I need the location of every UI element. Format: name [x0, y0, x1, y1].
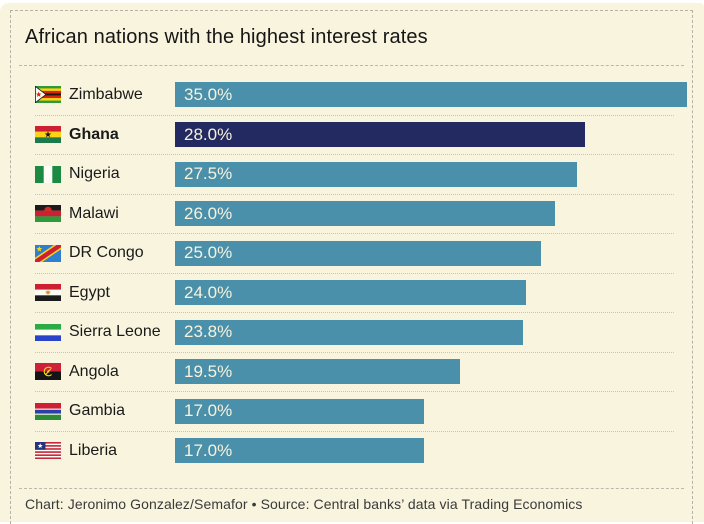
bar-row-sierra-leone: Sierra Leone 23.8%: [35, 312, 674, 352]
value-bar: 19.5%: [175, 359, 461, 385]
country-label: Egypt: [69, 283, 110, 301]
value-label: 17.0%: [184, 440, 233, 460]
bar-row-malawi: Malawi 26.0%: [35, 193, 674, 234]
bar-track: 23.8%: [175, 319, 687, 345]
bar-track: 24.0%: [175, 280, 687, 306]
dashed-frame: African nations with the highest interes…: [10, 10, 693, 524]
bar-rows: Zimbabwe 35.0% Ghana 28.0% Nigeria 27.5% Malaw…: [35, 66, 687, 471]
value-label: 35.0%: [184, 84, 233, 104]
zimbabwe-flag-icon: [35, 86, 61, 104]
chart-title: African nations with the highest interes…: [25, 26, 428, 48]
country-label: Gambia: [69, 402, 126, 420]
country-label: DR Congo: [69, 244, 144, 262]
value-label: 23.8%: [184, 322, 233, 342]
value-bar: 25.0%: [175, 240, 541, 266]
value-bar: 28.0%: [175, 122, 585, 148]
bar-row-ghana: Ghana 28.0%: [35, 114, 674, 155]
value-bar: 17.0%: [175, 398, 424, 424]
bar-row-gambia: Gambia 17.0%: [35, 391, 674, 431]
bar-row-egypt: Egypt 24.0%: [35, 272, 674, 313]
value-bar: 24.0%: [175, 280, 527, 306]
value-label: 28.0%: [184, 124, 233, 144]
bar-row-liberia: Liberia 17.0%: [35, 430, 674, 471]
value-bar: 35.0%: [175, 82, 687, 108]
bar-track: 19.5%: [175, 359, 687, 385]
title-separator: [19, 65, 684, 66]
bar-track: 35.0%: [175, 82, 687, 108]
bar-row-nigeria: Nigeria 27.5%: [35, 154, 674, 194]
bar-row-zimbabwe: Zimbabwe 35.0%: [35, 75, 687, 115]
bar-track: 25.0%: [175, 240, 687, 266]
bar-track: 17.0%: [175, 398, 687, 424]
value-bar: 26.0%: [175, 201, 556, 227]
chart-card: African nations with the highest interes…: [0, 3, 704, 524]
angola-flag-icon: [35, 363, 61, 381]
nigeria-flag-icon: [35, 165, 61, 183]
bar-track: 26.0%: [175, 201, 687, 227]
malawi-flag-icon: [35, 205, 61, 223]
footer-separator: [19, 488, 684, 489]
bar-row-dr-congo: DR Congo 25.0%: [35, 233, 674, 273]
bar-row-angola: Angola 19.5%: [35, 351, 674, 392]
country-label: Nigeria: [69, 165, 120, 183]
chart-credit: Chart: Jeronimo Gonzalez/Semafor • Sourc…: [25, 496, 583, 512]
value-label: 25.0%: [184, 243, 233, 263]
gambia-flag-icon: [35, 402, 61, 420]
liberia-flag-icon: [35, 442, 61, 460]
value-label: 17.0%: [184, 401, 233, 421]
bar-track: 27.5%: [175, 161, 687, 187]
value-label: 19.5%: [184, 361, 233, 381]
bar-track: 28.0%: [175, 122, 687, 148]
country-label: Ghana: [69, 125, 119, 143]
value-label: 24.0%: [184, 282, 233, 302]
country-label: Liberia: [69, 441, 118, 459]
country-label: Sierra Leone: [69, 323, 161, 341]
sierra-leone-flag-icon: [35, 323, 61, 341]
value-bar: 27.5%: [175, 161, 578, 187]
egypt-flag-icon: [35, 284, 61, 302]
country-label: Angola: [69, 362, 119, 380]
dr-congo-flag-icon: [35, 244, 61, 262]
value-label: 27.5%: [184, 164, 233, 184]
value-bar: 17.0%: [175, 438, 424, 464]
value-label: 26.0%: [184, 203, 233, 223]
country-label: Zimbabwe: [69, 85, 143, 103]
ghana-flag-icon: [35, 126, 61, 144]
country-label: Malawi: [69, 204, 119, 222]
value-bar: 23.8%: [175, 319, 524, 345]
bar-track: 17.0%: [175, 438, 687, 464]
